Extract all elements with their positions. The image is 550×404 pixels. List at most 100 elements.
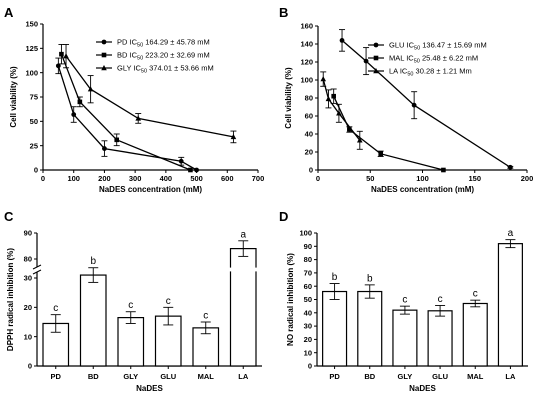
x-tick-label: 0 — [41, 174, 45, 183]
panel-a-line-chart: 0 100 200 300 400 500 600 700 0 25 50 75 100 125 150 Na… — [9, 20, 264, 194]
data-point — [230, 133, 237, 140]
x-tick-label: 100 — [67, 174, 80, 183]
x-tick-label: 50 — [366, 174, 374, 183]
panel-label-d: D — [279, 209, 288, 224]
y-tick-label: 90 — [24, 229, 32, 238]
significance-letter: b — [90, 256, 96, 267]
data-point — [135, 115, 142, 121]
bar — [392, 309, 418, 367]
y-tick-label: 20 — [304, 335, 312, 344]
y-tick-label: 30 — [24, 274, 32, 283]
y-tick-label: 160 — [300, 22, 313, 31]
series-line — [65, 55, 234, 138]
significance-letter: c — [53, 303, 58, 314]
data-point — [77, 99, 83, 105]
x-axis-title: NaDES concentration (mM) — [371, 185, 474, 194]
legend-entry-name: GLY IC — [117, 64, 141, 73]
legend-entry-name: GLU IC — [389, 41, 415, 50]
data-point — [87, 86, 94, 92]
x-tick-label: 200 — [98, 174, 111, 183]
bar — [462, 302, 488, 367]
x-tick-label: 0 — [316, 174, 320, 183]
y-tick-label: 60 — [304, 282, 312, 291]
panel-label-b: B — [279, 5, 288, 20]
y-tick-label: 80 — [24, 255, 32, 264]
legend-entry-value: 164.29 ± 45.78 mM — [143, 38, 210, 47]
legend-entry-subscript: 50 — [414, 46, 420, 52]
legend-entry-value: 25.48 ± 6.22 mM — [420, 54, 478, 63]
legend-marker — [373, 42, 379, 48]
panel-b-line-chart: 0 50 100 150 200 0 20 40 60 80 100 120 140 160 NaDES c… — [284, 22, 533, 194]
x-tick-label: 700 — [252, 174, 265, 183]
series-line — [57, 65, 197, 171]
series-line — [333, 95, 444, 171]
data-point — [357, 137, 363, 143]
panel-label-a: A — [4, 5, 14, 20]
legend-entry: LA IC50 30.28 ± 1.21 Mm — [389, 67, 472, 78]
data-point — [336, 110, 342, 116]
x-axis-title: NaDES concentration (mM) — [99, 185, 202, 194]
x-category-label: GLY — [398, 372, 413, 381]
y-tick-label: 40 — [304, 308, 312, 317]
data-point — [507, 164, 513, 170]
series-line — [322, 78, 361, 141]
data-point — [378, 151, 383, 157]
y-tick-label: 125 — [25, 44, 38, 53]
panel-c-bar-chart: 0 10 20 30 80 90 c PD b BD c GLY c GLU c MAL a LA NaDES DPP… — [6, 229, 262, 393]
data-point — [363, 58, 369, 64]
x-tick-label: 200 — [521, 174, 534, 183]
data-point — [55, 63, 61, 69]
legend-entry: MAL IC50 25.48 ± 6.22 mM — [389, 54, 478, 65]
y-tick-label: 20 — [305, 148, 313, 157]
legend-entry-value: 30.28 ± 1.21 Mm — [413, 67, 471, 76]
panel-d-bar-chart: 0 10 20 30 40 50 60 70 80 90 100 b PD b BD c GLY c GLU c MAL… — [286, 228, 528, 393]
legend-entry-value: 223.20 ± 32.69 mM — [143, 51, 210, 60]
x-category-label: LA — [238, 372, 249, 381]
legend-marker — [101, 52, 107, 58]
data-point — [59, 51, 64, 57]
axis-break-mark — [32, 264, 42, 270]
data-point — [178, 158, 184, 164]
legend-entry-name: PD IC — [117, 38, 138, 47]
legend-entry-name: MAL IC — [389, 54, 414, 63]
data-point — [347, 127, 352, 132]
x-category-label: MAL — [467, 372, 484, 381]
y-tick-label: 80 — [305, 94, 313, 103]
axis-break-mark — [32, 269, 42, 275]
data-point — [331, 93, 336, 99]
x-category-label: PD — [51, 372, 62, 381]
x-tick-label: 500 — [190, 174, 203, 183]
legend-entry-value: 374.01 ± 53.66 mM — [147, 64, 214, 73]
significance-letter: c — [203, 311, 208, 322]
bar — [357, 290, 383, 367]
y-tick-label: 0 — [34, 166, 38, 175]
x-tick-label: 600 — [221, 174, 234, 183]
y-tick-label: 40 — [305, 130, 313, 139]
x-tick-label: 400 — [160, 174, 173, 183]
data-point — [339, 38, 345, 43]
y-tick-label: 90 — [304, 242, 312, 251]
data-point — [325, 95, 332, 102]
y-tick-label: 0 — [28, 362, 32, 371]
series-line — [341, 39, 511, 168]
data-point — [63, 53, 69, 59]
bar-break-gap — [229, 267, 257, 272]
bar — [192, 327, 220, 367]
y-axis-title: Cell viability (%) — [284, 67, 293, 129]
y-tick-label: 120 — [300, 58, 313, 67]
x-axis-title: NaDES — [136, 384, 163, 393]
legend-marker — [101, 39, 107, 45]
y-tick-label: 0 — [308, 362, 312, 371]
significance-letter: c — [438, 294, 443, 305]
x-tick-label: 150 — [468, 174, 481, 183]
panel-label-c: C — [4, 209, 14, 224]
significance-letter: c — [128, 300, 133, 311]
bar — [229, 248, 257, 367]
legend-entry: GLU IC50 136.47 ± 15.69 mM — [389, 41, 487, 52]
x-tick-label: 300 — [129, 174, 142, 183]
x-category-label: LA — [505, 372, 516, 381]
significance-letter: a — [240, 229, 246, 240]
x-category-label: BD — [88, 372, 99, 381]
